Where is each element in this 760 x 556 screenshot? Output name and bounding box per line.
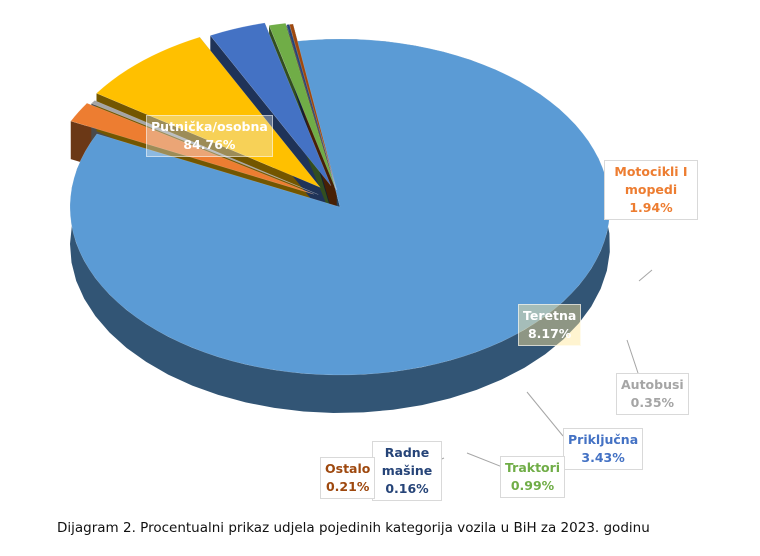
- figure-caption: Dijagram 2. Procentualni prikaz udjela p…: [57, 520, 650, 536]
- slice-label-putnicka: Putnička/osobna 84.76%: [146, 115, 273, 157]
- slice-name: Motocikli I mopedi: [614, 164, 688, 197]
- slice-value: 1.94%: [629, 200, 673, 215]
- slice-value: 0.35%: [630, 395, 675, 410]
- slice-ostalo: [289, 23, 337, 190]
- slice-label-ostalo: Ostalo 0.21%: [320, 457, 376, 499]
- slice-name: Teretna: [523, 308, 577, 323]
- slice-name: Autobusi: [621, 377, 684, 392]
- slice-value: 0.16%: [385, 481, 429, 496]
- slice-value: 0.21%: [325, 479, 370, 494]
- leader-line-2: [526, 391, 564, 437]
- slice-label-motocikli: Motocikli I mopedi 1.94%: [604, 160, 698, 220]
- slice-label-autobusi: Autobusi 0.35%: [616, 373, 689, 415]
- slice-value: 0.99%: [510, 478, 555, 493]
- slice-name: Priključna: [568, 432, 639, 447]
- slice-label-traktori: Traktori 0.99%: [500, 456, 566, 498]
- slice-autobusi: [90, 100, 319, 195]
- slice-name: Traktori: [505, 460, 561, 475]
- slice-name: Radne mašine: [381, 445, 433, 478]
- slice-putni-ka-osobna: [69, 38, 611, 376]
- slice-label-radne-masine: Radne mašine 0.16%: [372, 441, 442, 501]
- slice-label-prikljucna: Priključna 3.43%: [563, 428, 644, 470]
- leader-line-0: [638, 269, 653, 282]
- slice-value: 84.76%: [183, 137, 236, 152]
- slice-priklju-na: [209, 22, 332, 186]
- slice-traktori: [268, 22, 336, 189]
- slice-name: Putnička/osobna: [151, 119, 268, 134]
- slice-value: 3.43%: [581, 450, 625, 465]
- pie-tops: [69, 22, 611, 376]
- slice-teretna: [96, 36, 321, 188]
- slice-name: Ostalo: [325, 461, 371, 476]
- leader-line-1: [626, 339, 639, 374]
- slice-label-teretna: Teretna 8.17%: [518, 304, 582, 346]
- slice-motocikli-i-mopedi: [70, 102, 314, 195]
- slice-radne-ma-ine: [286, 24, 337, 190]
- slice-value: 8.17%: [527, 326, 572, 341]
